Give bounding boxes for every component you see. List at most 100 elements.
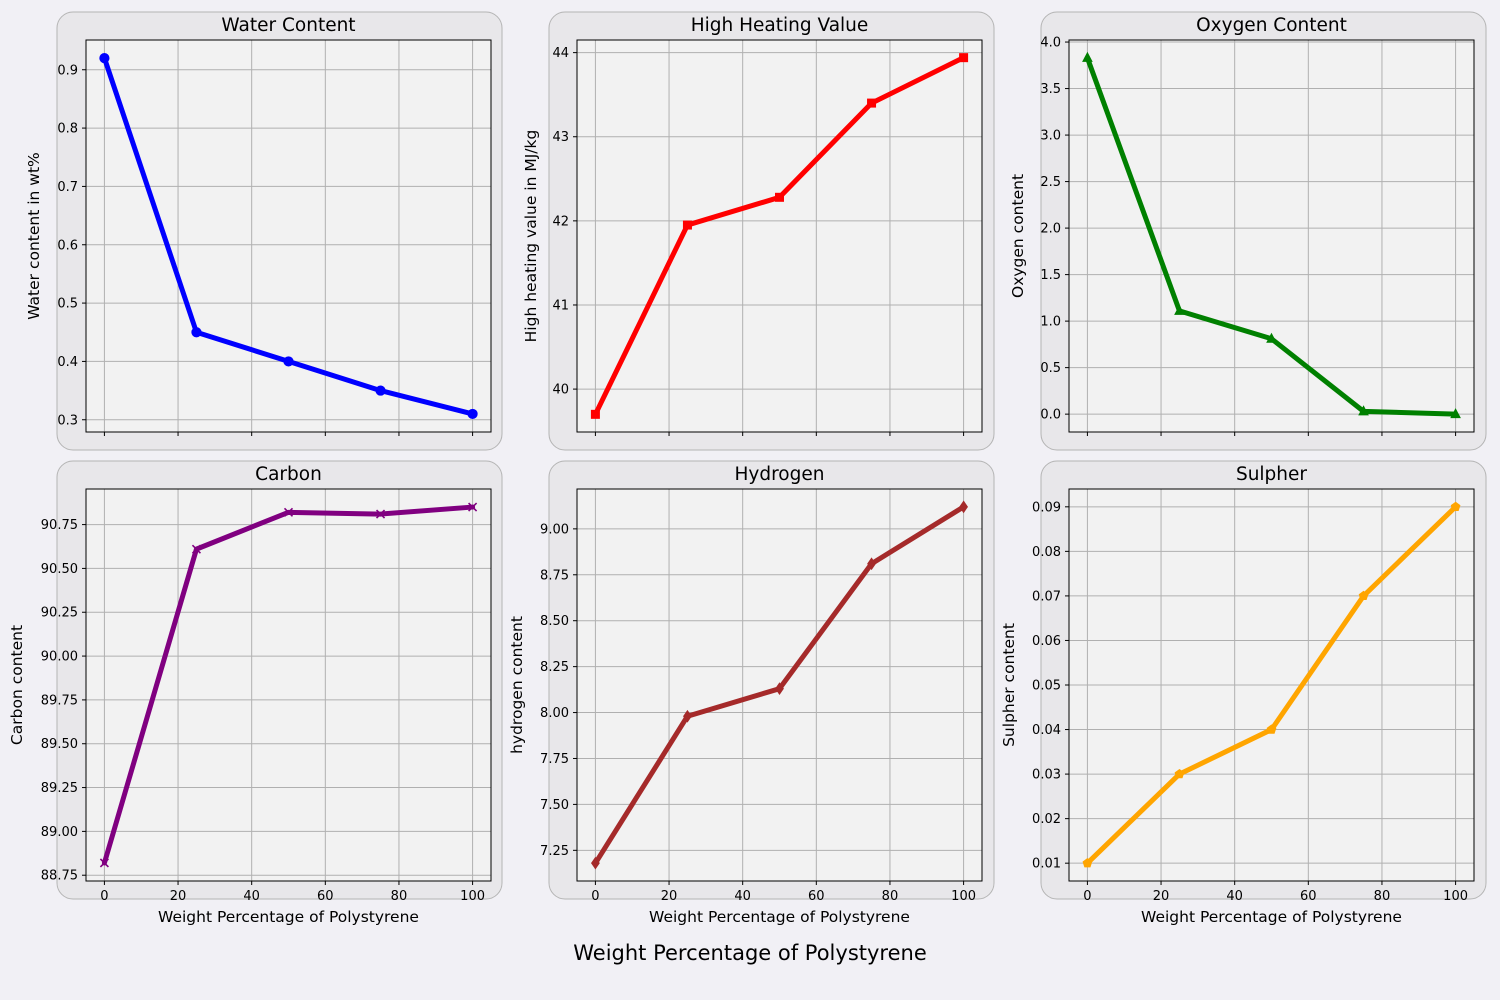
x-tick-label: 100 bbox=[951, 889, 976, 904]
data-point bbox=[1450, 408, 1461, 419]
y-tick-label: 8.50 bbox=[540, 614, 569, 629]
data-point bbox=[683, 709, 692, 723]
subplot-title: Oxygen Content bbox=[1196, 15, 1347, 36]
data-point bbox=[191, 327, 202, 338]
data-point bbox=[191, 544, 202, 554]
data-point bbox=[1450, 501, 1461, 511]
y-tick-label: 7.75 bbox=[540, 752, 569, 767]
y-tick-label: 0.7 bbox=[57, 180, 78, 195]
y-axis-label: Sulpher content bbox=[1000, 623, 1018, 747]
x-axis-label: Weight Percentage of Polystyrene bbox=[158, 908, 419, 926]
y-tick-label: 0.09 bbox=[1032, 500, 1061, 515]
x-tick-label: 0 bbox=[1083, 889, 1091, 904]
y-tick-label: 7.25 bbox=[540, 844, 569, 859]
y-tick-label: 42 bbox=[552, 214, 569, 229]
y-tick-label: 88.75 bbox=[41, 869, 78, 884]
y-tick-label: 4.0 bbox=[1040, 36, 1061, 51]
data-point bbox=[1266, 332, 1277, 343]
data-point bbox=[99, 52, 110, 64]
y-tick-label: 0.4 bbox=[57, 355, 78, 370]
subplot-3: 0.0 0.5 1.0 1.5 2.0 2.5 3.0 3.5 4.0 Oxygen Conten… bbox=[1009, 11, 1487, 451]
y-tick-label: 1.5 bbox=[1040, 268, 1061, 283]
plot-area bbox=[86, 40, 491, 432]
axes-spines bbox=[85, 39, 492, 433]
x-tick-label: 100 bbox=[1443, 889, 1468, 904]
y-tick-label: 8.00 bbox=[540, 706, 569, 721]
data-point bbox=[1266, 724, 1277, 734]
grid bbox=[86, 489, 491, 881]
y-tick-label: 0.6 bbox=[57, 238, 78, 253]
axes-spines bbox=[1068, 39, 1475, 433]
y-tick-label: 43 bbox=[552, 130, 569, 145]
data-point bbox=[375, 385, 386, 396]
subplot-title: Sulpher bbox=[1236, 464, 1307, 485]
figure-suptitle: Weight Percentage of Polystyrene bbox=[573, 941, 927, 965]
data-point bbox=[468, 502, 478, 512]
subplot-1: 0.3 0.4 0.5 0.6 0.7 0.8 0.9 Water Content Water … bbox=[25, 11, 503, 451]
data-point bbox=[590, 409, 600, 419]
y-tick-label: 0.0 bbox=[1040, 408, 1061, 423]
data-point bbox=[283, 507, 294, 517]
data-point bbox=[775, 192, 784, 202]
y-tick-label: 8.75 bbox=[540, 568, 569, 583]
y-tick-label: 41 bbox=[552, 298, 569, 313]
y-axis-label: Oxygen content bbox=[1009, 174, 1027, 298]
y-tick-label: 89.50 bbox=[41, 737, 78, 752]
y-axis-label: High heating value in MJ/kg bbox=[522, 130, 540, 343]
subplot-2: 40 41 42 43 44 High Heating Value High heating… bbox=[522, 11, 995, 451]
y-tick-label: 44 bbox=[552, 46, 569, 61]
y-tick-label: 0.3 bbox=[57, 413, 78, 428]
y-tick-label: 0.01 bbox=[1032, 857, 1061, 872]
data-point bbox=[682, 220, 692, 230]
x-axis-label: Weight Percentage of Polystyrene bbox=[649, 908, 910, 926]
x-tick-label: 100 bbox=[460, 889, 485, 904]
y-tick-label: 3.5 bbox=[1040, 82, 1061, 97]
plot-area bbox=[1069, 40, 1474, 432]
grid bbox=[577, 40, 982, 432]
x-tick-label: 40 bbox=[1226, 889, 1243, 904]
y-tick-label: 90.75 bbox=[41, 518, 78, 533]
y-tick-label: 89.00 bbox=[41, 825, 78, 840]
y-tick-label: 90.00 bbox=[41, 650, 78, 665]
y-tick-label: 0.07 bbox=[1032, 589, 1061, 604]
x-tick-label: 0 bbox=[591, 889, 599, 904]
subplot-title: Water Content bbox=[221, 15, 355, 36]
data-point bbox=[1174, 304, 1185, 315]
y-tick-label: 2.0 bbox=[1040, 222, 1061, 237]
data-point bbox=[375, 509, 386, 519]
y-tick-label: 0.9 bbox=[57, 63, 78, 78]
data-point bbox=[1358, 590, 1369, 601]
y-tick-label: 40 bbox=[552, 383, 569, 398]
y-tick-label: 0.03 bbox=[1032, 768, 1061, 783]
y-tick-label: 0.02 bbox=[1032, 812, 1061, 827]
subplot-title: Carbon bbox=[255, 464, 322, 485]
data-point bbox=[467, 408, 478, 420]
x-tick-label: 60 bbox=[808, 889, 825, 904]
y-tick-label: 8.25 bbox=[540, 660, 569, 675]
x-tick-label: 40 bbox=[734, 889, 751, 904]
data-point bbox=[1174, 768, 1185, 779]
x-tick-label: 20 bbox=[1153, 889, 1170, 904]
y-tick-label: 9.00 bbox=[540, 522, 569, 537]
y-tick-label: 0.5 bbox=[57, 297, 78, 312]
y-tick-label: 89.25 bbox=[41, 781, 78, 796]
plot-area bbox=[86, 489, 491, 881]
axes-spines bbox=[85, 488, 492, 882]
x-tick-label: 80 bbox=[391, 889, 408, 904]
y-tick-label: 2.5 bbox=[1040, 175, 1061, 190]
y-tick-label: 90.25 bbox=[41, 606, 78, 621]
data-point bbox=[283, 356, 294, 367]
grid bbox=[86, 40, 491, 432]
subplot-title: Hydrogen bbox=[735, 464, 825, 485]
x-tick-label: 80 bbox=[882, 889, 899, 904]
data-point bbox=[959, 500, 968, 514]
x-tick-label: 60 bbox=[317, 889, 334, 904]
y-tick-label: 0.5 bbox=[1040, 361, 1061, 376]
grid bbox=[1069, 40, 1474, 432]
x-axis-label: Weight Percentage of Polystyrene bbox=[1141, 908, 1402, 926]
y-tick-label: 0.05 bbox=[1032, 679, 1061, 694]
x-tick-label: 80 bbox=[1374, 889, 1391, 904]
data-point bbox=[1082, 858, 1093, 868]
grid bbox=[577, 489, 982, 881]
